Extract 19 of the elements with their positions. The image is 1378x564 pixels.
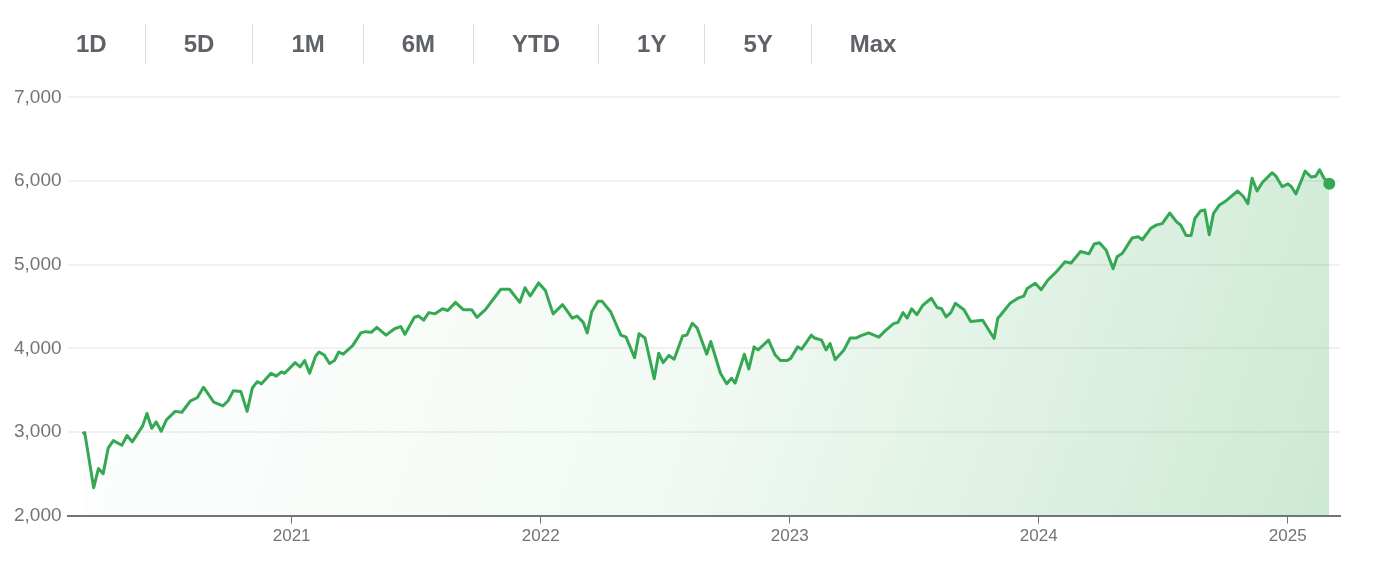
- text: Max: [848, 30, 898, 58]
- text: 5Y: [742, 30, 774, 58]
- x-tick-label: 2021: [272, 526, 311, 546]
- y-tick-label: 2,000: [14, 503, 62, 525]
- text: 6M: [400, 30, 437, 58]
- x-tick-label: 2025: [1268, 526, 1307, 546]
- x-tick-label: 2023: [770, 526, 809, 546]
- text: 1Y: [636, 30, 668, 58]
- y-tick-label: 7,000: [14, 85, 62, 107]
- y-tick-label: 3,000: [14, 420, 62, 442]
- y-tick-label: 6,000: [14, 169, 62, 191]
- x-tick-label: 2024: [1019, 526, 1058, 546]
- text: 1D: [75, 30, 108, 58]
- y-tick-label: 5,000: [14, 252, 62, 274]
- y-tick-label: 4,000: [14, 336, 62, 358]
- text: YTD: [511, 30, 562, 58]
- x-tick-label: 2022: [521, 526, 560, 546]
- text: 1M: [290, 30, 326, 58]
- text: 5D: [182, 30, 216, 58]
